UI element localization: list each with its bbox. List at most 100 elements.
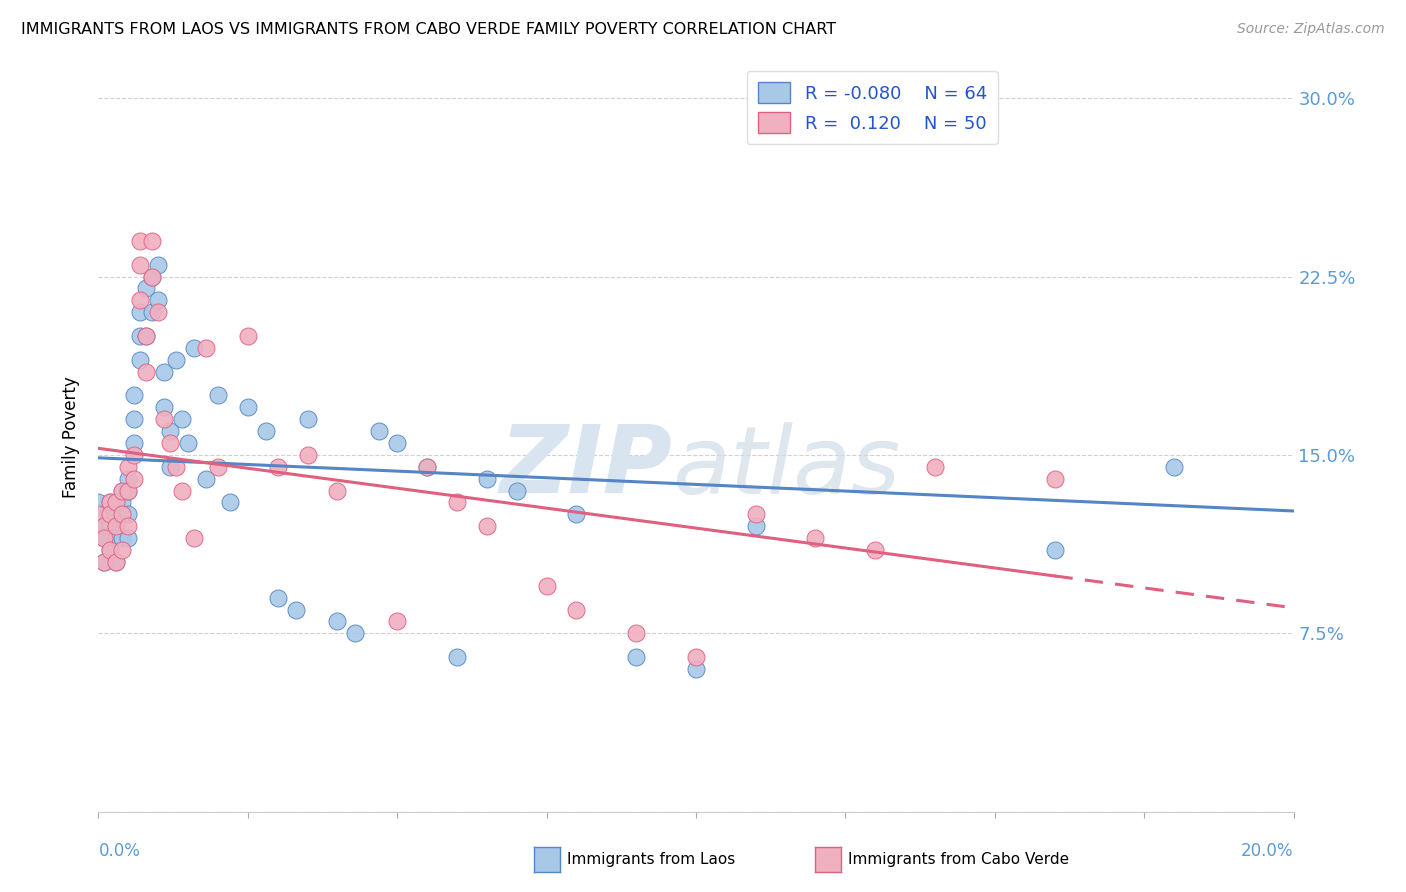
Point (129, 352, 152, 367)
Point (148, 305, 170, 319)
Point (141, 269, 163, 284)
Point (565, 508, 588, 522)
Point (284, 602, 307, 616)
Point (344, 626, 367, 640)
Point (117, 483, 139, 498)
Point (117, 508, 139, 522)
Point (148, 258, 170, 272)
Point (475, 519, 498, 533)
Point (129, 305, 152, 319)
Point (105, 531, 128, 545)
Y-axis label: Family Poverty: Family Poverty (62, 376, 80, 498)
Point (117, 459, 139, 474)
Point (685, 662, 707, 676)
Point (93, 531, 115, 545)
Point (183, 531, 205, 545)
Point (153, 401, 176, 415)
Point (924, 103, 946, 117)
Point (865, 543, 887, 558)
Point (385, 615, 409, 629)
Point (804, 531, 827, 545)
Point (1043, 472, 1066, 486)
Point (326, 615, 349, 629)
Point (135, 329, 157, 343)
Point (117, 519, 139, 533)
Point (745, 508, 768, 522)
Point (124, 436, 146, 450)
Point (626, 650, 648, 665)
Point (141, 269, 163, 284)
Point (475, 472, 498, 486)
Point (745, 519, 768, 533)
Point (141, 305, 163, 319)
Text: Immigrants from Laos: Immigrants from Laos (567, 853, 735, 867)
Point (135, 365, 157, 379)
Point (924, 459, 946, 474)
Point (153, 412, 176, 426)
Point (98, 495, 122, 509)
Point (129, 293, 152, 308)
Point (207, 388, 229, 402)
Point (111, 483, 134, 498)
Point (98, 508, 122, 522)
Point (165, 459, 187, 474)
Point (135, 281, 157, 295)
Point (236, 401, 259, 415)
Point (626, 626, 648, 640)
Text: Source: ZipAtlas.com: Source: ZipAtlas.com (1237, 22, 1385, 37)
Point (297, 412, 319, 426)
Point (124, 388, 146, 402)
Point (105, 555, 128, 569)
Text: 20.0%: 20.0% (1241, 842, 1294, 860)
Point (416, 459, 439, 474)
Point (111, 531, 134, 545)
Point (117, 472, 139, 486)
Point (111, 495, 134, 509)
Point (93, 519, 115, 533)
Point (506, 483, 529, 498)
Point (159, 459, 181, 474)
Point (685, 650, 707, 665)
Point (117, 483, 139, 498)
Point (219, 495, 242, 509)
Point (267, 591, 290, 605)
Point (153, 365, 176, 379)
Point (165, 352, 187, 367)
Point (385, 436, 409, 450)
Legend: R = -0.080    N = 64, R =  0.120    N = 50: R = -0.080 N = 64, R = 0.120 N = 50 (747, 71, 998, 144)
Text: IMMIGRANTS FROM LAOS VS IMMIGRANTS FROM CABO VERDE FAMILY POVERTY CORRELATION CH: IMMIGRANTS FROM LAOS VS IMMIGRANTS FROM … (21, 22, 837, 37)
Point (87, 495, 110, 509)
Point (254, 424, 277, 438)
Point (148, 293, 170, 308)
Point (105, 555, 128, 569)
Point (368, 424, 391, 438)
Text: atlas: atlas (672, 422, 900, 513)
Point (93, 519, 115, 533)
Point (98, 508, 122, 522)
Point (236, 329, 259, 343)
Point (183, 341, 205, 355)
Point (111, 508, 134, 522)
Point (159, 436, 181, 450)
Point (105, 508, 128, 522)
Point (98, 543, 122, 558)
Point (93, 555, 115, 569)
Point (159, 424, 181, 438)
Point (111, 508, 134, 522)
Point (93, 531, 115, 545)
Point (105, 519, 128, 533)
Point (111, 543, 134, 558)
Point (105, 495, 128, 509)
Point (172, 483, 194, 498)
Point (536, 579, 558, 593)
Point (98, 519, 122, 533)
Point (297, 448, 319, 462)
Text: ZIP: ZIP (499, 421, 672, 513)
Point (124, 448, 146, 462)
Point (111, 483, 134, 498)
Point (416, 459, 439, 474)
Point (172, 412, 194, 426)
Point (87, 508, 110, 522)
Point (135, 329, 157, 343)
Point (1043, 543, 1066, 558)
